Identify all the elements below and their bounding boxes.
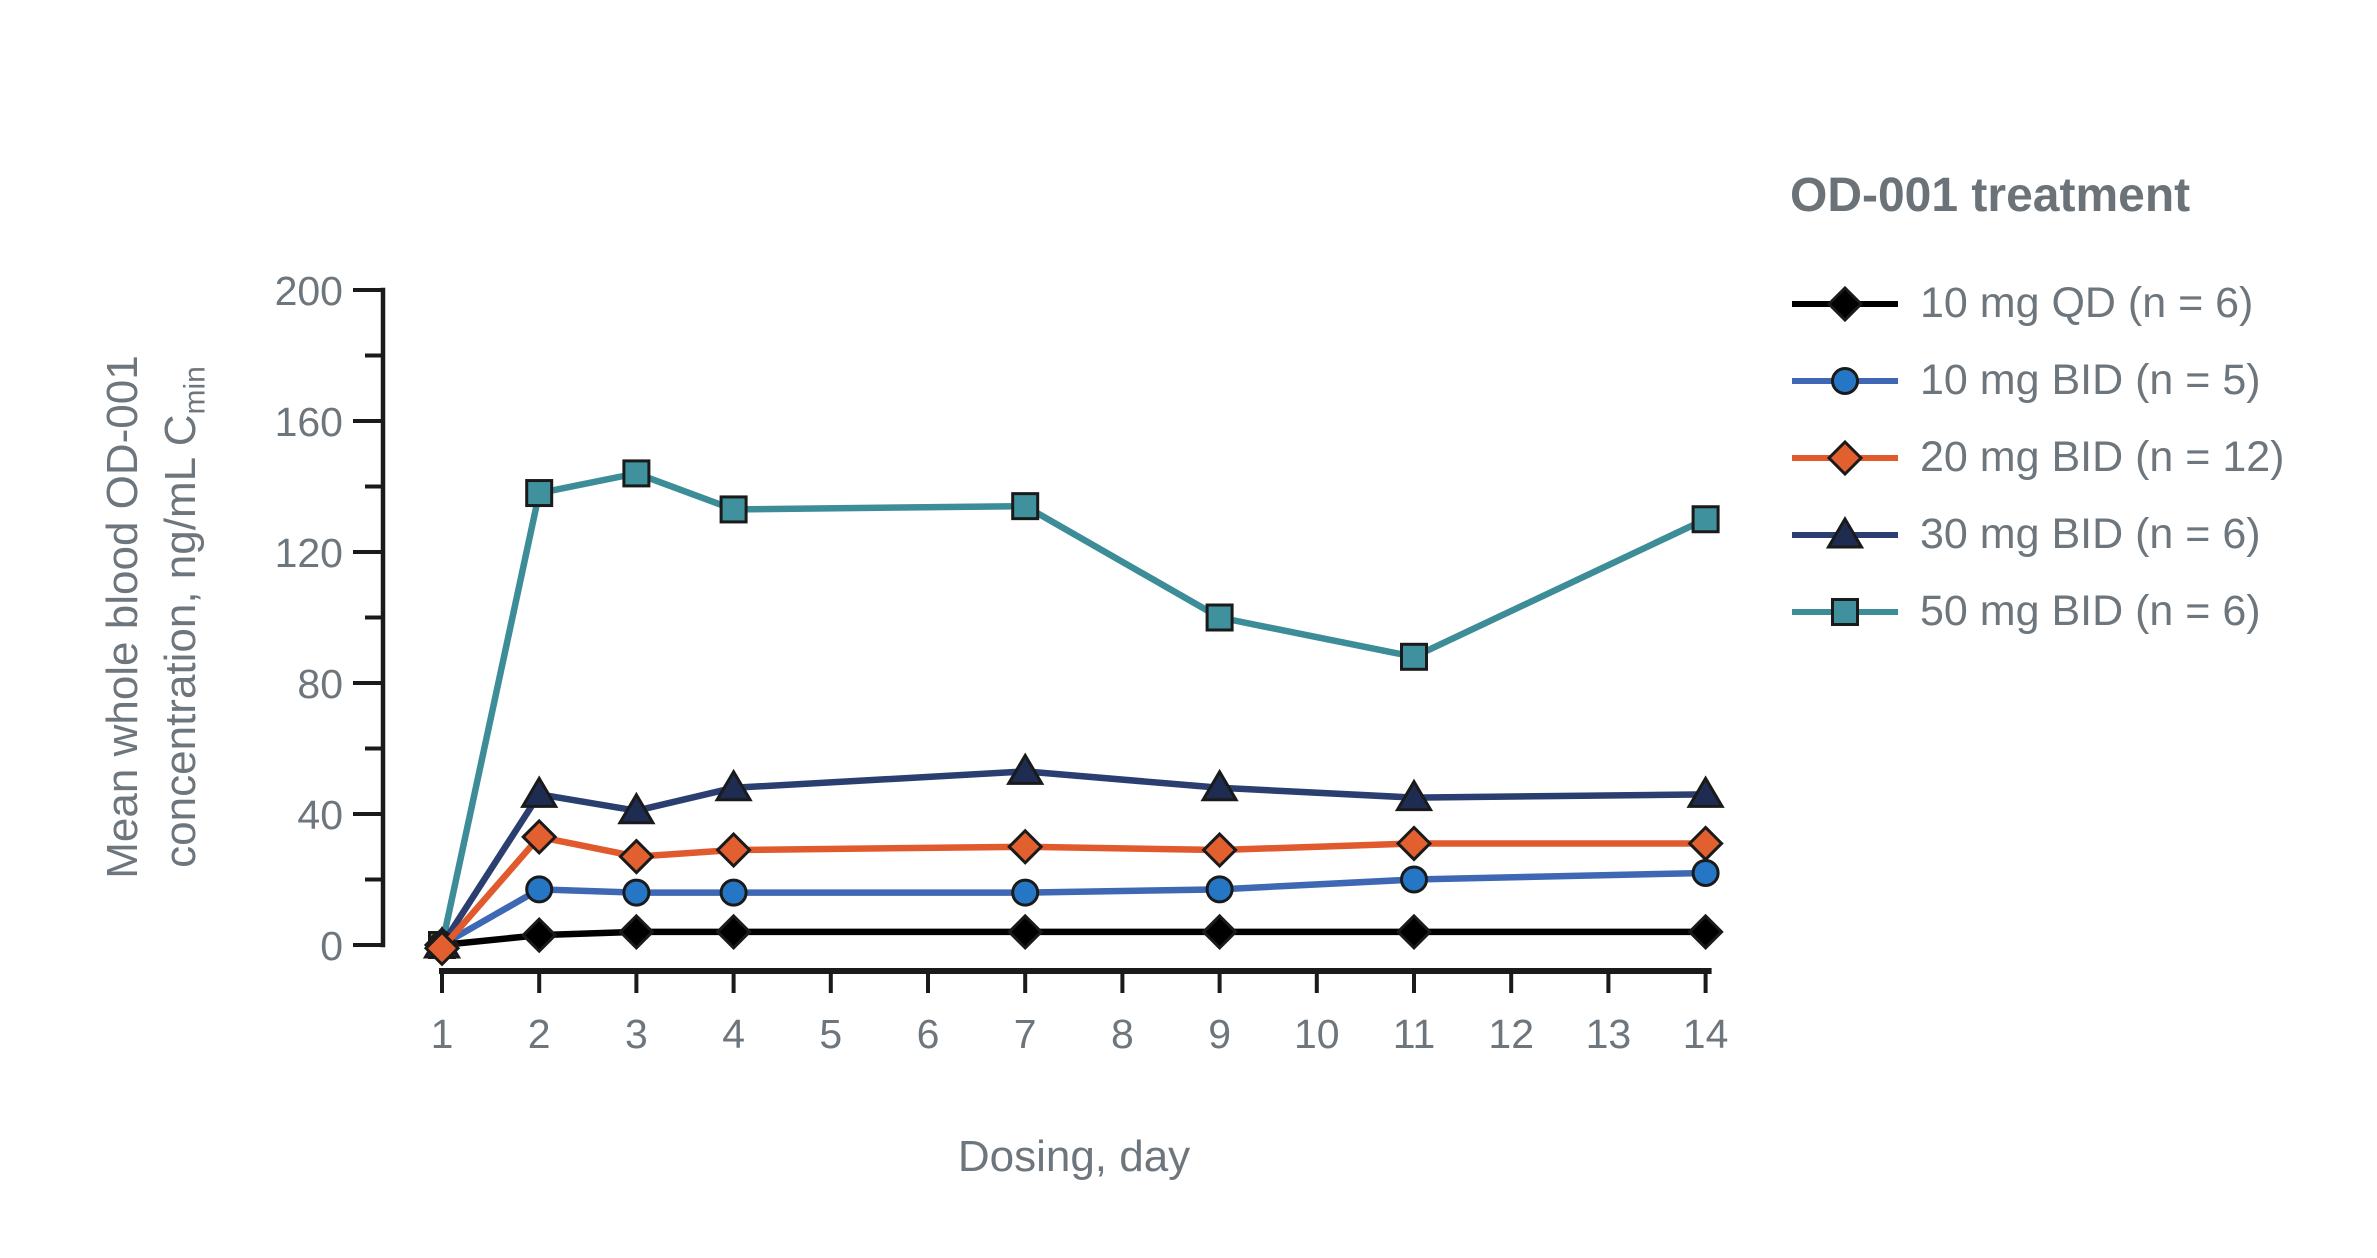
data-point-marker [618, 838, 655, 875]
x-tick-label: 9 [1208, 1011, 1231, 1057]
data-point-marker [1691, 858, 1720, 887]
x-tick-label: 7 [1014, 1011, 1037, 1057]
legend-swatch-marker [1831, 366, 1859, 395]
data-point-marker [521, 917, 558, 954]
data-point-marker [618, 913, 655, 951]
legend-swatch [1792, 366, 1898, 395]
data-point-marker [1007, 913, 1044, 951]
x-tick-label: 2 [528, 1011, 551, 1057]
x-tick-label: 14 [1683, 1011, 1729, 1057]
legend-item: 10 mg QD (n = 6) [1790, 265, 2284, 342]
x-tick-label: 12 [1488, 1011, 1534, 1057]
data-point-marker [1687, 825, 1724, 862]
legend-item: 10 mg BID (n = 5) [1790, 342, 2284, 419]
data-point-marker [1687, 913, 1724, 951]
data-point-marker [1200, 768, 1239, 802]
legend-item: 30 mg BID (n = 6) [1790, 496, 2284, 573]
data-point-marker [1007, 828, 1044, 865]
data-point-marker [1691, 505, 1720, 534]
legend-item: 50 mg BID (n = 6) [1790, 573, 2284, 650]
legend: OD-001 treatment 10 mg QD (n = 6) 10 mg B… [1790, 168, 2284, 650]
data-point-marker [1400, 865, 1428, 894]
legend-item-label: 50 mg BID (n = 6) [1920, 587, 2261, 635]
legend-swatch-marker [1825, 515, 1865, 548]
legend-item: 20 mg BID (n = 12) [1790, 419, 2284, 496]
legend-swatch [1792, 515, 1898, 548]
y-axis-title: Mean whole blood OD-001 concentration, n… [94, 355, 212, 879]
legend-swatch-marker [1831, 597, 1859, 626]
data-point-marker [715, 831, 752, 869]
data-point-marker [617, 791, 656, 825]
data-point-marker [1011, 878, 1040, 907]
y-tick-label: 40 [297, 792, 343, 838]
x-tick-label: 6 [917, 1011, 940, 1057]
y-tick-label: 80 [297, 661, 343, 707]
legend-rows: 10 mg QD (n = 6) 10 mg BID (n = 5) 20 mg B… [1790, 265, 2284, 650]
legend-item-label: 10 mg BID (n = 5) [1920, 356, 2261, 404]
y-axis-title-line1: Mean whole blood OD-001 [97, 355, 147, 879]
y-tick-label: 160 [275, 399, 343, 445]
legend-swatch [1792, 439, 1898, 476]
data-point-marker [1205, 875, 1234, 904]
y-axis-title-subscript: min [178, 366, 212, 415]
series-line [438, 470, 1707, 946]
data-point-marker [1395, 913, 1433, 951]
x-tick-label: 11 [1393, 1011, 1436, 1057]
data-point-marker [719, 495, 748, 524]
data-point-marker [1201, 831, 1238, 869]
legend-item-label: 10 mg QD (n = 6) [1920, 279, 2254, 327]
x-tick-label: 4 [722, 1011, 745, 1057]
legend-item-label: 20 mg BID (n = 12) [1920, 433, 2285, 481]
data-point-marker [715, 913, 752, 951]
legend-swatch [1792, 597, 1898, 626]
y-axis-title-line2: concentration, ng/mL Cmin [156, 366, 212, 868]
data-point-marker [1011, 492, 1040, 521]
data-point-marker [525, 479, 554, 508]
y-tick-label: 0 [320, 923, 343, 969]
x-tick-label: 13 [1586, 1011, 1632, 1057]
x-tick-label: 5 [819, 1011, 842, 1057]
series-line [440, 869, 1706, 948]
data-point-marker [622, 878, 651, 907]
y-tick-label: 120 [275, 530, 343, 576]
data-point-marker [719, 878, 748, 907]
x-tick-label: 1 [431, 1011, 454, 1057]
legend-item-label: 30 mg BID (n = 6) [1920, 510, 2261, 558]
data-point-marker [1686, 775, 1725, 808]
x-tick-label: 8 [1111, 1011, 1134, 1057]
legend-swatch [1792, 285, 1898, 322]
data-point-marker [622, 459, 651, 488]
series-line [439, 833, 1706, 951]
data-point-marker [1006, 752, 1045, 785]
data-point-marker [1400, 642, 1428, 671]
data-point-marker [520, 775, 559, 808]
legend-title: OD-001 treatment [1790, 169, 2191, 222]
data-point-marker [525, 875, 554, 904]
series-line [439, 768, 1706, 947]
legend-swatch-marker [1826, 439, 1864, 476]
data-point-marker [1201, 913, 1238, 951]
data-point-marker [1205, 603, 1234, 632]
data-point-marker [423, 930, 461, 967]
y-tick-label: 200 [275, 268, 343, 314]
data-point-marker [1394, 778, 1434, 812]
data-point-marker [521, 818, 558, 856]
data-point-marker [1395, 825, 1433, 862]
x-tick-label: 10 [1294, 1011, 1340, 1057]
data-point-marker [714, 768, 753, 802]
legend-swatch-marker [1826, 285, 1864, 322]
x-axis-title: Dosing, day [957, 1132, 1191, 1181]
x-tick-label: 3 [625, 1011, 648, 1057]
